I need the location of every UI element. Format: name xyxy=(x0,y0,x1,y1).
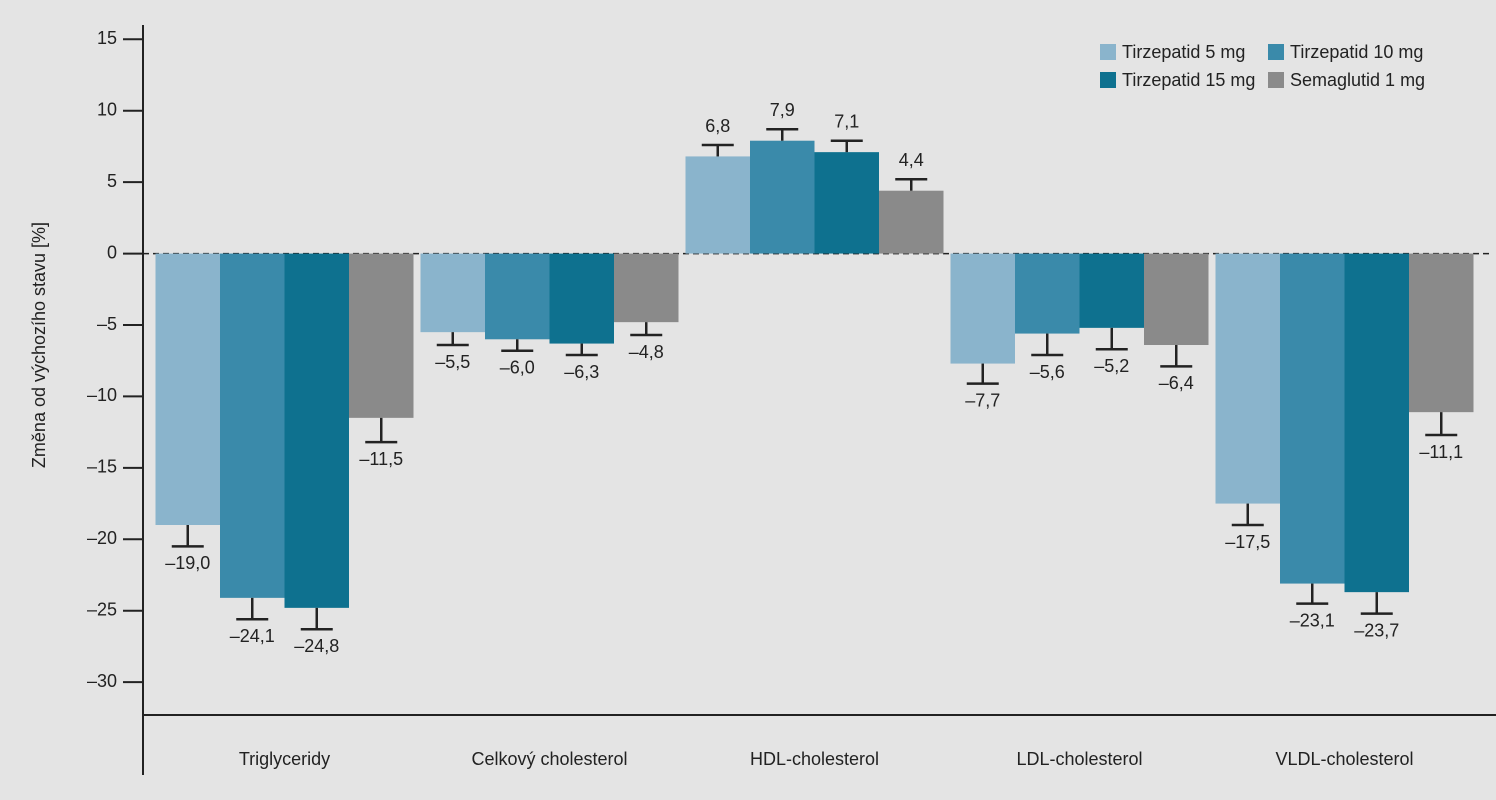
bar xyxy=(685,156,750,254)
error-bar xyxy=(236,597,269,621)
value-label: –6,0 xyxy=(500,357,535,377)
legend-label: Semaglutid 1 mg xyxy=(1290,70,1425,90)
value-label: 6,8 xyxy=(705,116,730,136)
bar xyxy=(1015,253,1080,334)
value-label: 7,9 xyxy=(770,100,795,120)
bar xyxy=(1079,253,1144,328)
x-tick-label: Celkový cholesterol xyxy=(471,749,627,769)
value-label: –24,8 xyxy=(294,636,339,656)
value-label: –19,0 xyxy=(165,553,210,573)
error-bar xyxy=(565,343,598,357)
bar xyxy=(1344,253,1409,593)
error-bar xyxy=(1031,333,1064,357)
error-bar xyxy=(830,139,863,153)
legend-swatch xyxy=(1100,72,1116,88)
bar xyxy=(950,253,1015,364)
bar xyxy=(420,253,485,333)
bar xyxy=(1409,253,1474,413)
error-bar xyxy=(436,332,469,347)
legend-label: Tirzepatid 15 mg xyxy=(1122,70,1255,90)
bar xyxy=(879,190,944,254)
value-label: –7,7 xyxy=(965,390,1000,410)
value-label: –5,2 xyxy=(1094,356,1129,376)
error-bar xyxy=(1160,345,1193,368)
error-bar xyxy=(365,417,398,444)
value-label: –5,5 xyxy=(435,352,470,372)
bar xyxy=(485,253,550,340)
error-bar xyxy=(501,339,534,352)
value-label: –11,1 xyxy=(1419,442,1463,462)
bar xyxy=(814,152,879,254)
bar xyxy=(750,140,815,254)
x-tick-label: Triglyceridy xyxy=(239,749,330,769)
y-axis-label: Změna od výchozího stavu [%] xyxy=(29,222,49,468)
error-bar xyxy=(1360,592,1393,615)
x-tick-label: LDL-cholesterol xyxy=(1016,749,1142,769)
error-bar xyxy=(300,607,333,631)
value-label: 4,4 xyxy=(899,150,924,170)
y-tick-label: 0 xyxy=(107,242,117,262)
error-bar xyxy=(1231,503,1264,527)
error-bar xyxy=(171,525,204,548)
value-label: –17,5 xyxy=(1225,532,1270,552)
value-label: 7,1 xyxy=(834,111,859,131)
y-tick-label: –30 xyxy=(87,671,117,691)
bar xyxy=(155,253,220,526)
y-tick-label: –10 xyxy=(87,385,117,405)
bar xyxy=(1144,253,1209,345)
value-label: –23,1 xyxy=(1290,610,1335,630)
legend-label: Tirzepatid 5 mg xyxy=(1122,42,1245,62)
bar xyxy=(614,253,679,323)
error-bar xyxy=(630,322,663,337)
value-label: –11,5 xyxy=(359,449,403,469)
bar xyxy=(220,253,285,598)
y-tick-label: 10 xyxy=(97,99,117,119)
value-label: –24,1 xyxy=(230,626,275,646)
error-bar xyxy=(1095,327,1128,351)
legend-label: Tirzepatid 10 mg xyxy=(1290,42,1423,62)
y-tick-label: –15 xyxy=(87,457,117,477)
error-bar xyxy=(1296,583,1329,605)
y-tick-label: 5 xyxy=(107,171,117,191)
value-label: –6,4 xyxy=(1159,373,1194,393)
bar xyxy=(549,253,614,344)
legend-swatch xyxy=(1268,72,1284,88)
y-tick-label: –25 xyxy=(87,599,117,619)
legend-swatch xyxy=(1100,44,1116,60)
y-tick-label: –5 xyxy=(97,314,117,334)
legend-swatch xyxy=(1268,44,1284,60)
x-tick-label: HDL-cholesterol xyxy=(750,749,879,769)
bar xyxy=(1280,253,1345,584)
error-bar xyxy=(766,128,799,141)
x-tick-label: VLDL-cholesterol xyxy=(1275,749,1413,769)
bar xyxy=(284,253,349,608)
value-label: –23,7 xyxy=(1354,620,1399,640)
error-bar xyxy=(966,363,999,385)
y-tick-label: 15 xyxy=(97,28,117,48)
value-label: –5,6 xyxy=(1030,362,1065,382)
bar xyxy=(1215,253,1280,504)
error-bar xyxy=(895,178,928,191)
value-label: –6,3 xyxy=(564,362,599,382)
value-label: –4,8 xyxy=(629,342,664,362)
error-bar xyxy=(701,143,734,157)
y-tick-label: –20 xyxy=(87,528,117,548)
bar xyxy=(349,253,414,418)
error-bar xyxy=(1425,412,1458,437)
